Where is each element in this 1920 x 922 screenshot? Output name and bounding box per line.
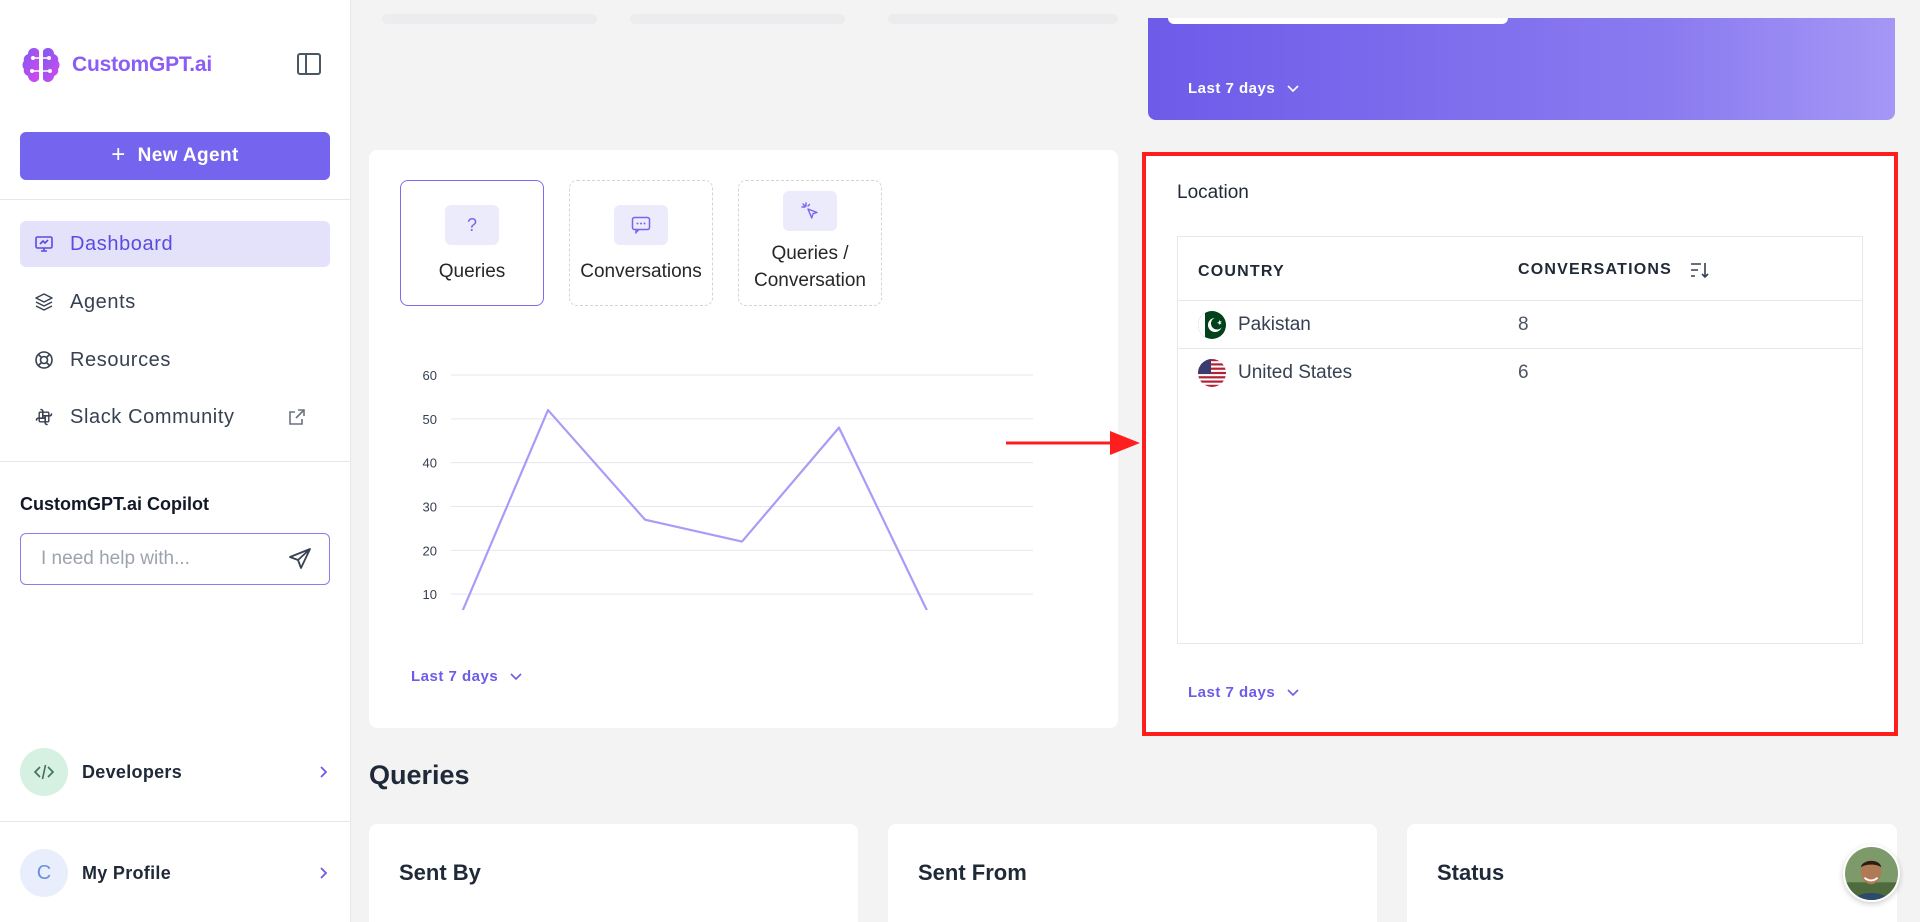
sidebar-item-dashboard[interactable]: Dashboard bbox=[20, 221, 330, 267]
sidebar-item-slack-community[interactable]: Slack Community bbox=[20, 394, 330, 440]
divider bbox=[0, 821, 350, 822]
column-header-conversations[interactable]: CONVERSATIONS bbox=[1518, 261, 1710, 279]
chevron-down-icon bbox=[1287, 688, 1299, 696]
series-line bbox=[461, 408, 928, 610]
tab-label: Queries bbox=[438, 261, 506, 282]
dashboard-icon bbox=[35, 236, 53, 252]
profile-label: My Profile bbox=[82, 862, 172, 883]
card-shadow bbox=[630, 14, 845, 24]
layers-icon bbox=[35, 293, 53, 311]
tab-label: Conversations bbox=[580, 261, 702, 282]
date-range-dropdown[interactable]: Last 7 days bbox=[1188, 80, 1299, 97]
sort-icon[interactable] bbox=[1690, 261, 1710, 279]
brand-logo[interactable]: CustomGPT.ai bbox=[20, 44, 212, 86]
chart-date-range-dropdown[interactable]: Last 7 days bbox=[411, 668, 522, 685]
developers-link[interactable]: Developers bbox=[20, 747, 330, 797]
table-header: COUNTRY CONVERSATIONS bbox=[1178, 237, 1862, 301]
y-tick-label: 30 bbox=[423, 500, 437, 515]
red-arrow-annotation bbox=[1006, 431, 1140, 455]
external-link-icon bbox=[288, 409, 305, 425]
divider bbox=[0, 461, 350, 462]
brand-name: CustomGPT.ai bbox=[72, 53, 212, 76]
y-tick-label: 10 bbox=[423, 587, 437, 602]
send-icon[interactable] bbox=[287, 546, 313, 572]
pakistan-flag-icon bbox=[1198, 311, 1226, 339]
column-header-label: CONVERSATIONS bbox=[1518, 261, 1672, 278]
table-row: United States 6 bbox=[1178, 349, 1862, 397]
location-card: Location COUNTRY CONVERSATIONS Pakistan … bbox=[1143, 152, 1897, 735]
tab-label: Queries / Conversation bbox=[754, 243, 866, 291]
new-agent-button[interactable]: + New Agent bbox=[20, 132, 330, 180]
copilot-input-box bbox=[20, 533, 330, 585]
sent-from-card: Sent From bbox=[888, 824, 1377, 922]
location-table: COUNTRY CONVERSATIONS Pakistan 8 bbox=[1177, 236, 1863, 644]
question-icon: ? bbox=[445, 205, 499, 245]
card-title: Status bbox=[1437, 860, 1505, 885]
location-title: Location bbox=[1177, 182, 1249, 203]
sidebar-toggle-icon[interactable] bbox=[296, 52, 322, 76]
chevron-right-icon bbox=[320, 766, 328, 778]
cursor-click-icon bbox=[783, 191, 837, 231]
my-profile-link[interactable]: C My Profile bbox=[20, 848, 330, 898]
conversation-count: 8 bbox=[1518, 314, 1529, 335]
plus-icon: + bbox=[111, 140, 126, 168]
divider bbox=[0, 199, 350, 200]
sidebar-item-label: Slack Community bbox=[70, 405, 235, 428]
sidebar-item-label: Dashboard bbox=[70, 232, 174, 255]
card-title: Sent From bbox=[918, 860, 1027, 885]
y-tick-label: 60 bbox=[423, 368, 437, 383]
queries-line-chart: 0102030405060Sun 25 MayMon 26 MayTue 27 … bbox=[423, 368, 1033, 610]
sidebar-item-agents[interactable]: Agents bbox=[20, 279, 330, 325]
tab-queries-per-conversation[interactable]: Queries / Conversation bbox=[738, 180, 882, 306]
lifebuoy-icon bbox=[35, 351, 53, 369]
user-avatar-icon[interactable] bbox=[1843, 845, 1900, 902]
slack-icon bbox=[35, 408, 53, 426]
y-tick-label: 40 bbox=[423, 456, 437, 471]
card-shadow bbox=[888, 14, 1118, 24]
chevron-right-icon bbox=[320, 867, 328, 879]
y-tick-label: 50 bbox=[423, 412, 437, 427]
card-shadow bbox=[382, 14, 597, 24]
column-header-country: COUNTRY bbox=[1198, 263, 1285, 280]
country-name: Pakistan bbox=[1238, 314, 1311, 335]
sidebar-item-resources[interactable]: Resources bbox=[20, 337, 330, 383]
table-row: Pakistan 8 bbox=[1178, 301, 1862, 349]
tab-conversations[interactable]: Conversations bbox=[569, 180, 713, 306]
developers-label: Developers bbox=[82, 761, 183, 782]
copilot-input[interactable] bbox=[41, 548, 287, 570]
sent-by-card: Sent By bbox=[369, 824, 858, 922]
code-icon bbox=[20, 748, 68, 796]
new-agent-label: New Agent bbox=[137, 145, 239, 166]
copilot-title: CustomGPT.ai Copilot bbox=[20, 494, 209, 514]
us-flag-icon bbox=[1198, 359, 1226, 387]
y-tick-label: 20 bbox=[423, 543, 437, 558]
queries-section-title: Queries bbox=[369, 760, 470, 790]
card-title: Sent By bbox=[399, 860, 481, 885]
brain-logo-icon bbox=[22, 48, 60, 82]
sidebar-item-label: Resources bbox=[70, 348, 171, 371]
chevron-down-icon bbox=[1287, 84, 1299, 92]
profile-avatar: C bbox=[20, 849, 68, 897]
country-name: United States bbox=[1238, 362, 1353, 383]
sidebar-item-label: Agents bbox=[70, 290, 136, 313]
status-card: Status bbox=[1407, 824, 1897, 922]
chat-icon bbox=[614, 205, 668, 245]
chevron-down-icon bbox=[510, 672, 522, 680]
conversation-count: 6 bbox=[1518, 362, 1529, 383]
date-range-label: Last 7 days bbox=[411, 668, 499, 685]
card-strip bbox=[1168, 18, 1508, 24]
date-range-label: Last 7 days bbox=[1188, 684, 1276, 701]
location-date-range-dropdown[interactable]: Last 7 days bbox=[1188, 684, 1299, 701]
summary-card: Last 7 days bbox=[1148, 18, 1895, 120]
tab-queries[interactable]: ? Queries bbox=[400, 180, 544, 306]
date-range-label: Last 7 days bbox=[1188, 80, 1276, 97]
metrics-chart-card: ? Queries Conversations Queries / Conver… bbox=[369, 150, 1118, 728]
sidebar: CustomGPT.ai + New Agent Dashboard Agent… bbox=[0, 0, 351, 922]
